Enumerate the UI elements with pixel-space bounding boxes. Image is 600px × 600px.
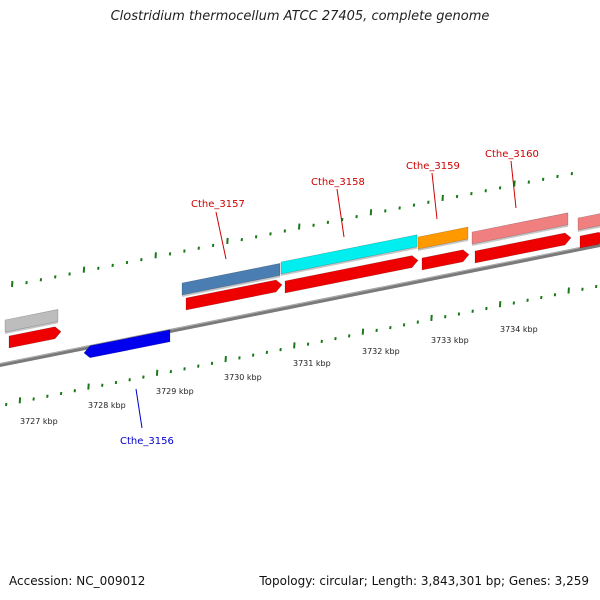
gene-bar-edge-right-shadow (578, 225, 600, 232)
cds-arrow-left (8, 326, 62, 349)
gene-bar-cthe_3159-shadow (418, 239, 468, 251)
tick-label: 3727 kbp (20, 417, 58, 426)
tick-label: 3734 kbp (500, 325, 538, 334)
gene-bar-cthe_3159 (417, 226, 469, 250)
tick-labels: 3727 kbp 3728 kbp 3729 kbp 3730 kbp 3731 kbp… (20, 325, 538, 426)
tick-label: 3729 kbp (156, 387, 194, 396)
unlabeled-gene-left (4, 309, 59, 333)
tick-marks (5, 171, 598, 407)
gene-bar-cthe_3157 (181, 263, 281, 296)
accession-label: Accession: NC_009012 (9, 574, 146, 588)
tick-label: 3728 kbp (88, 401, 126, 410)
label-leader-line (135, 388, 143, 429)
gene-bar-cthe_3157-shadow (182, 275, 280, 297)
cds-arrow-edge-right (579, 231, 600, 249)
map-title: Clostridium thermocellum ATCC 27405, com… (110, 9, 490, 24)
label-leader-line (336, 188, 345, 238)
gene-bar-cthe_3158 (280, 234, 418, 275)
gene-bar-cthe_3160 (471, 212, 569, 245)
label-leader-line (510, 160, 517, 209)
gene-label-cthe_3157: Cthe_3157 (191, 199, 245, 210)
tick-label: 3733 kbp (431, 336, 469, 345)
gene-labels: Cthe_3156 Cthe_3157 Cthe_3158 Cthe_3159 Cthe… (120, 149, 539, 447)
unlabeled-gene-left-shadow (5, 321, 58, 334)
gene-label-cthe_3159: Cthe_3159 (406, 161, 460, 172)
cds-arrow-cthe_3160 (474, 232, 572, 264)
tick-label: 3730 kbp (224, 373, 262, 382)
cds-arrow-cthe_3159 (421, 249, 470, 271)
tick-label: 3732 kbp (362, 347, 400, 356)
label-leader-line (431, 172, 438, 220)
cds-arrow-cthe_3158 (284, 255, 419, 294)
cds-arrow-cthe_3157 (185, 279, 283, 311)
gene-bar-edge-right (577, 213, 600, 231)
gene-label-cthe_3158: Cthe_3158 (311, 177, 365, 188)
backbone-highlight (0, 243, 600, 365)
gene-bar-cthe_3158-shadow (281, 246, 417, 276)
gene-label-cthe_3156: Cthe_3156 (120, 436, 174, 447)
gene-features (4, 212, 600, 359)
cds-arrows (8, 231, 600, 349)
gene-bar-cthe_3160-shadow (472, 224, 568, 246)
gene-label-cthe_3160: Cthe_3160 (485, 149, 539, 160)
label-leader-line (215, 211, 227, 260)
tick-label: 3731 kbp (293, 359, 331, 368)
genome-stats: Topology: circular; Length: 3,843,301 bp… (259, 574, 589, 588)
gene-arrow-cthe_3156 (83, 329, 171, 359)
